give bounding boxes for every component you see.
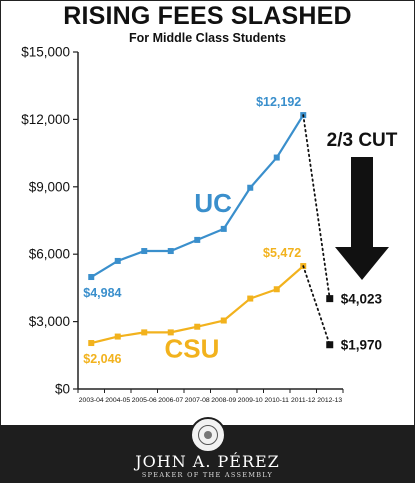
- data-point-csu-2003-04: [88, 340, 95, 347]
- seal-center: [204, 431, 212, 439]
- speaker-role: SPEAKER OF THE ASSEMBLY: [141, 471, 274, 479]
- data-point-uc-2005-06: [141, 248, 148, 255]
- data-label-first-uc: $4,984: [83, 286, 121, 300]
- y-tick-label: $6,000: [29, 247, 70, 262]
- assembly-seal-icon: [190, 417, 226, 453]
- y-tick-label: $12,000: [21, 112, 70, 127]
- x-tick-label: 2009-10: [238, 397, 263, 404]
- x-tick-label: 2012-13: [317, 397, 342, 404]
- data-point-csu-2008-09: [220, 317, 227, 324]
- data-point-csu-2004-05: [114, 333, 121, 340]
- projection-line-uc: [302, 114, 331, 300]
- x-tick-label: 2010-11: [265, 397, 290, 404]
- data-point-uc-2006-07: [167, 248, 174, 255]
- x-tick-label: 2007-08: [185, 397, 210, 404]
- projection-point-uc: [326, 295, 334, 303]
- projection-label-csu: $1,970: [341, 338, 382, 353]
- y-tick-label: $9,000: [29, 179, 70, 194]
- y-tick-label: $3,000: [29, 314, 70, 329]
- data-point-uc-2007-08: [194, 236, 201, 243]
- data-point-csu-2007-08: [194, 323, 201, 330]
- cut-annotation-label: 2/3 CUT: [327, 130, 398, 151]
- chart-subtitle: For Middle Class Students: [129, 31, 286, 45]
- x-tick-label: 2003-04: [79, 397, 104, 404]
- data-point-csu-2010-11: [273, 286, 280, 293]
- projection-point-csu: [326, 341, 334, 349]
- x-tick-label: 2005-06: [132, 397, 157, 404]
- data-point-csu-2009-10: [247, 295, 254, 302]
- x-tick-label: 2008-09: [211, 397, 236, 404]
- series-name-uc: UC: [194, 188, 232, 218]
- series-line-csu: [90, 265, 304, 345]
- data-label-last-uc: $12,192: [256, 95, 301, 109]
- series-name-csu: CSU: [164, 333, 219, 363]
- y-tick-label: $15,000: [21, 45, 70, 60]
- data-point-uc-2009-10: [247, 184, 254, 191]
- speaker-name: JOHN A. PÉREZ: [135, 452, 280, 471]
- seal-ring: [198, 425, 218, 445]
- projection-line-csu: [302, 265, 331, 346]
- data-point-csu-2006-07: [167, 329, 174, 336]
- data-label-first-csu: $2,046: [83, 352, 121, 366]
- x-tick-label: 2006-07: [158, 397, 183, 404]
- data-label-last-csu: $5,472: [263, 246, 301, 260]
- down-arrow-icon: [335, 157, 389, 280]
- x-tick-label: 2011-12: [291, 397, 316, 404]
- data-point-uc-2003-04: [88, 274, 95, 281]
- x-tick-label: 2004-05: [105, 397, 130, 404]
- data-point-uc-2004-05: [114, 257, 121, 264]
- projection-label-uc: $4,023: [341, 292, 383, 307]
- data-point-csu-2005-06: [141, 329, 148, 336]
- chart-title: RISING FEES SLASHED: [63, 2, 352, 30]
- fees-chart: $0 $3,000 $6,000 $9,000 $12,000 $15,000 2003-0…: [21, 45, 398, 405]
- data-point-uc-2010-11: [273, 154, 280, 161]
- y-tick-label: $0: [55, 382, 70, 397]
- data-point-uc-2008-09: [220, 225, 227, 232]
